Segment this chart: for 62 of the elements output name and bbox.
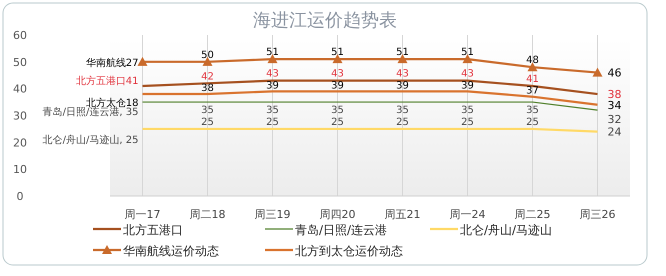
data-label: 35 (266, 105, 279, 116)
legend-label: 北方五港口 (123, 223, 183, 237)
data-label: 25 (331, 116, 344, 128)
data-label: 39 (331, 80, 344, 92)
y-tick-label: 50 (13, 56, 27, 69)
data-label: 华南航线27 (86, 56, 138, 69)
data-label: 43 (266, 68, 279, 80)
legend-label: 北方到太仓运价动态 (295, 244, 403, 258)
data-label: 青岛/日照/连云港, 35 (42, 106, 138, 118)
data-label: 24 (608, 126, 622, 139)
data-label: 25 (461, 116, 474, 128)
data-label: 32 (608, 113, 622, 126)
data-label: 北方五港口41 (76, 74, 138, 87)
y-tick-label: 20 (13, 136, 27, 150)
data-label: 46 (608, 66, 622, 80)
data-label: 35 (526, 105, 539, 116)
x-tick-label: 周四20 (320, 208, 356, 221)
data-label: 43 (396, 68, 409, 80)
y-tick-label: 30 (13, 110, 27, 122)
x-tick-label: 周五21 (384, 208, 420, 221)
x-tick-label: 周二18 (190, 208, 226, 221)
y-tick-label: 40 (13, 82, 27, 96)
y-tick-label: 0 (16, 190, 24, 203)
data-label: 25 (396, 116, 409, 128)
data-label: 25 (201, 116, 214, 128)
data-label: 35 (331, 105, 344, 116)
data-label: 38 (201, 83, 214, 94)
x-tick-label: 周二25 (514, 208, 550, 221)
x-tick-label: 周一24 (450, 208, 486, 221)
data-label: 43 (331, 68, 344, 80)
point (592, 68, 602, 77)
data-label: 37 (526, 86, 539, 97)
data-label: 35 (201, 105, 214, 116)
legend-label: 北仑/舟山/马迹山 (460, 223, 552, 237)
data-label: 34 (608, 98, 622, 112)
data-label: 41 (526, 74, 539, 85)
data-label: 39 (266, 80, 279, 92)
data-label: 42 (201, 71, 214, 82)
legend-label: 青岛/日照/连云港 (295, 223, 388, 237)
data-label: 39 (396, 80, 409, 92)
data-label: 北仑/舟山/马迹山, 25 (42, 134, 138, 146)
data-label: 25 (266, 116, 279, 128)
data-label: 50 (201, 50, 214, 61)
chart-title: 海进江运价趋势表 (253, 10, 397, 31)
data-label: 35 (396, 105, 409, 116)
data-label: 43 (461, 68, 474, 80)
data-label: 25 (526, 116, 539, 128)
data-label: 51 (396, 47, 409, 58)
data-label: 51 (461, 47, 474, 58)
y-tick-label: 10 (13, 163, 27, 176)
data-label: 48 (526, 55, 539, 66)
x-tick-label: 周三19 (254, 208, 290, 221)
legend-label: 华南航线运价动态 (123, 244, 219, 258)
data-label: 39 (461, 80, 474, 92)
y-tick-label: 60 (13, 29, 27, 42)
data-label: 51 (266, 47, 279, 58)
x-tick-label: 周三26 (580, 208, 616, 221)
data-label: 38 (608, 88, 622, 102)
x-tick-label: 周一17 (124, 208, 160, 221)
data-label: 51 (331, 47, 344, 58)
data-label: 35 (461, 105, 474, 116)
point (138, 56, 148, 66)
